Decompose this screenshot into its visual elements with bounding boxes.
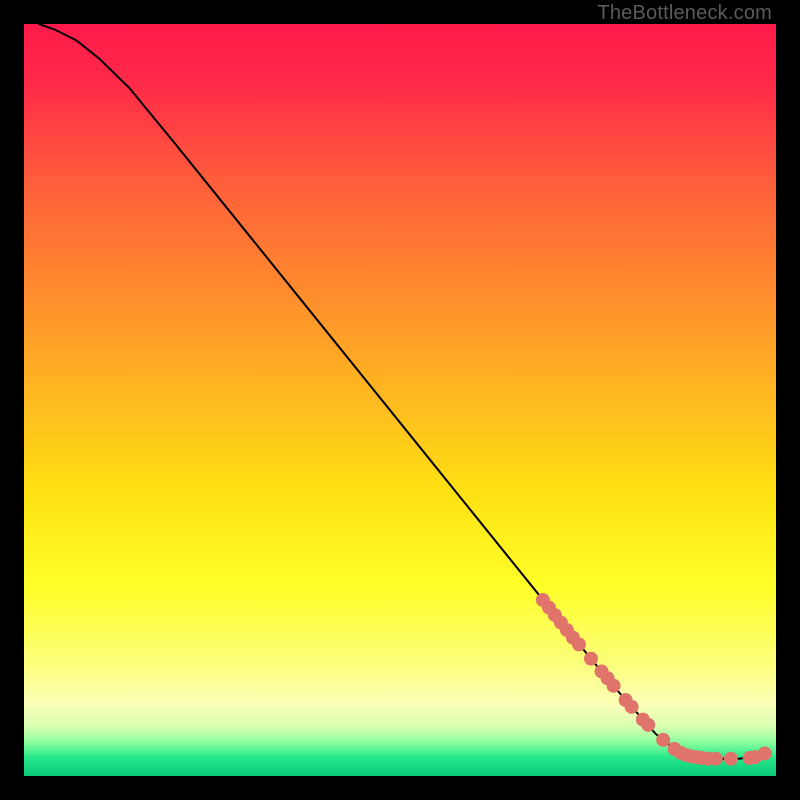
bottleneck-chart xyxy=(24,24,776,776)
chart-background xyxy=(24,24,776,776)
data-marker xyxy=(625,700,638,713)
data-marker xyxy=(607,679,620,692)
data-marker xyxy=(585,652,598,665)
chart-frame xyxy=(24,24,776,776)
data-marker xyxy=(657,733,670,746)
attribution-text: TheBottleneck.com xyxy=(597,2,772,25)
data-marker xyxy=(758,747,771,760)
data-marker xyxy=(572,638,585,651)
data-marker xyxy=(642,718,655,731)
data-marker xyxy=(724,752,737,765)
data-marker xyxy=(709,752,722,765)
